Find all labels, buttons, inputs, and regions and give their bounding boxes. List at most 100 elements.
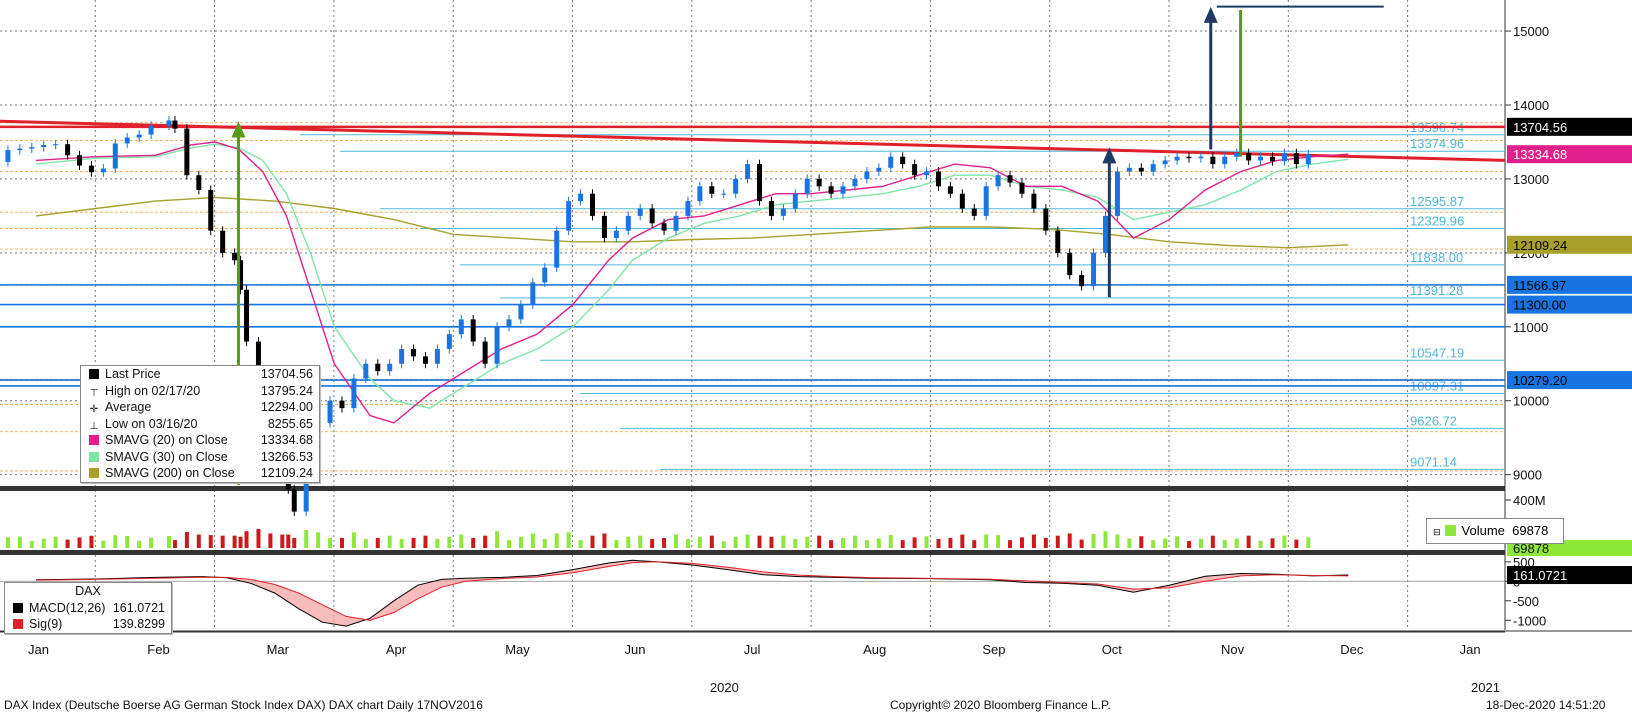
volume-bar <box>674 534 679 548</box>
candle-body <box>124 137 130 144</box>
volume-bar <box>852 535 857 548</box>
volume-bar <box>757 535 762 548</box>
candle-body <box>375 363 381 372</box>
candle-body <box>709 186 715 194</box>
candle-body <box>17 148 23 151</box>
signal-swatch-icon <box>13 619 23 629</box>
volume-bar <box>709 535 714 548</box>
candles <box>5 116 1311 517</box>
year-label: 2021 <box>1471 680 1500 695</box>
volume-bar <box>1306 537 1311 548</box>
price-badge-label: 11566.97 <box>1513 278 1566 293</box>
macd-label: MACD(12,26) <box>29 600 106 615</box>
candle-body <box>112 143 118 169</box>
legend-row: SMAVG (200) on Close 12109.24 <box>81 465 319 482</box>
volume-bar <box>733 536 738 548</box>
candle-body <box>995 175 1001 187</box>
footer-timestamp: 18-Dec-2020 14:51:20 <box>1486 698 1606 712</box>
candle-body <box>924 171 930 176</box>
price-tick-label: 15000 <box>1513 24 1549 39</box>
last-price-swatch-icon <box>89 369 99 379</box>
volume-bar <box>220 535 225 548</box>
volume-badge-label: 69878 <box>1513 541 1549 556</box>
volume-bars <box>5 528 1311 548</box>
candle-body <box>1174 156 1180 161</box>
fib-label: 11838.00 <box>1410 250 1463 265</box>
candle-body <box>745 164 751 179</box>
candle-body <box>530 282 536 305</box>
volume-bar <box>685 539 690 548</box>
volume-bar <box>566 532 571 548</box>
candle-body <box>1186 156 1192 159</box>
volume-bar <box>1055 535 1060 548</box>
volume-bar <box>626 536 631 548</box>
candle-body <box>983 186 989 216</box>
candle-body <box>29 147 35 149</box>
fib-label: 12329.96 <box>1410 213 1464 228</box>
candle-body <box>434 348 440 364</box>
candle-body <box>351 378 357 409</box>
candle-body <box>876 167 882 172</box>
legend-label: SMAVG (20) on Close <box>105 433 228 447</box>
volume-bar <box>125 535 130 548</box>
volume-bar <box>590 535 595 548</box>
volume-bar <box>900 540 905 548</box>
candle-body <box>900 156 906 165</box>
volume-bar <box>286 534 291 548</box>
legend-value: 12109.24 <box>260 466 313 480</box>
candle-body <box>1126 167 1132 172</box>
candle-body <box>1102 215 1108 253</box>
candle-body <box>828 186 834 194</box>
price-legend[interactable]: Last Price 13704.56 ⊤ High on 02/17/20 13795… <box>80 365 320 483</box>
month-label: Sep <box>982 642 1005 657</box>
candle-body <box>166 120 172 126</box>
candle-body <box>1019 182 1025 194</box>
volume-bar <box>351 532 356 548</box>
month-label: Dec <box>1340 642 1364 657</box>
volume-bar <box>53 536 58 548</box>
candle-body <box>1079 275 1085 287</box>
volume-bar <box>1210 535 1215 548</box>
volume-bar <box>256 528 261 548</box>
candle-body <box>840 186 846 194</box>
volume-label: Volume <box>1461 523 1505 538</box>
volume-bar <box>137 540 142 548</box>
volume-bar <box>1139 536 1144 548</box>
fib-label: 13374.96 <box>1410 136 1464 151</box>
volume-swatch-icon <box>1444 525 1456 536</box>
price-tick-label: 11000 <box>1513 320 1548 335</box>
volume-bar <box>1043 537 1048 548</box>
month-label: Jan <box>1460 642 1481 657</box>
candle-body <box>935 171 941 187</box>
candle-body <box>1055 230 1061 253</box>
month-label: Apr <box>386 642 407 657</box>
legend-value: 8255.65 <box>267 416 313 431</box>
candle-body <box>637 208 643 216</box>
macd-legend[interactable]: DAX MACD(12,26) 161.0721 Sig(9) 139.8299 <box>4 582 172 634</box>
volume-legend[interactable]: ⊟ Volume 69878 <box>1426 518 1564 544</box>
candle-body <box>1138 167 1144 172</box>
collapse-icon[interactable]: ⊟ <box>1433 527 1441 537</box>
macd-swatch-icon <box>13 602 23 613</box>
candle-body <box>649 208 655 224</box>
volume-bar <box>375 537 380 548</box>
candle-body <box>1246 153 1252 161</box>
signal-value: 139.8299 <box>112 617 165 631</box>
volume-bar <box>864 540 869 548</box>
month-label: Feb <box>147 642 169 657</box>
month-label: May <box>505 642 530 657</box>
candle-body <box>411 348 417 357</box>
volume-bar <box>208 535 213 548</box>
volume-bar <box>578 540 583 548</box>
volume-bar <box>435 539 440 548</box>
macd-tick-label: -1000 <box>1513 613 1546 628</box>
volume-bar <box>1031 534 1036 548</box>
fib-label: 11391.28 <box>1410 283 1463 298</box>
candle-body <box>100 168 106 173</box>
sma20-line <box>35 141 1349 424</box>
arrow-head-icon <box>1102 147 1117 164</box>
candle-body <box>1210 156 1216 165</box>
volume-bar <box>745 534 750 548</box>
candle-body <box>1305 154 1311 165</box>
